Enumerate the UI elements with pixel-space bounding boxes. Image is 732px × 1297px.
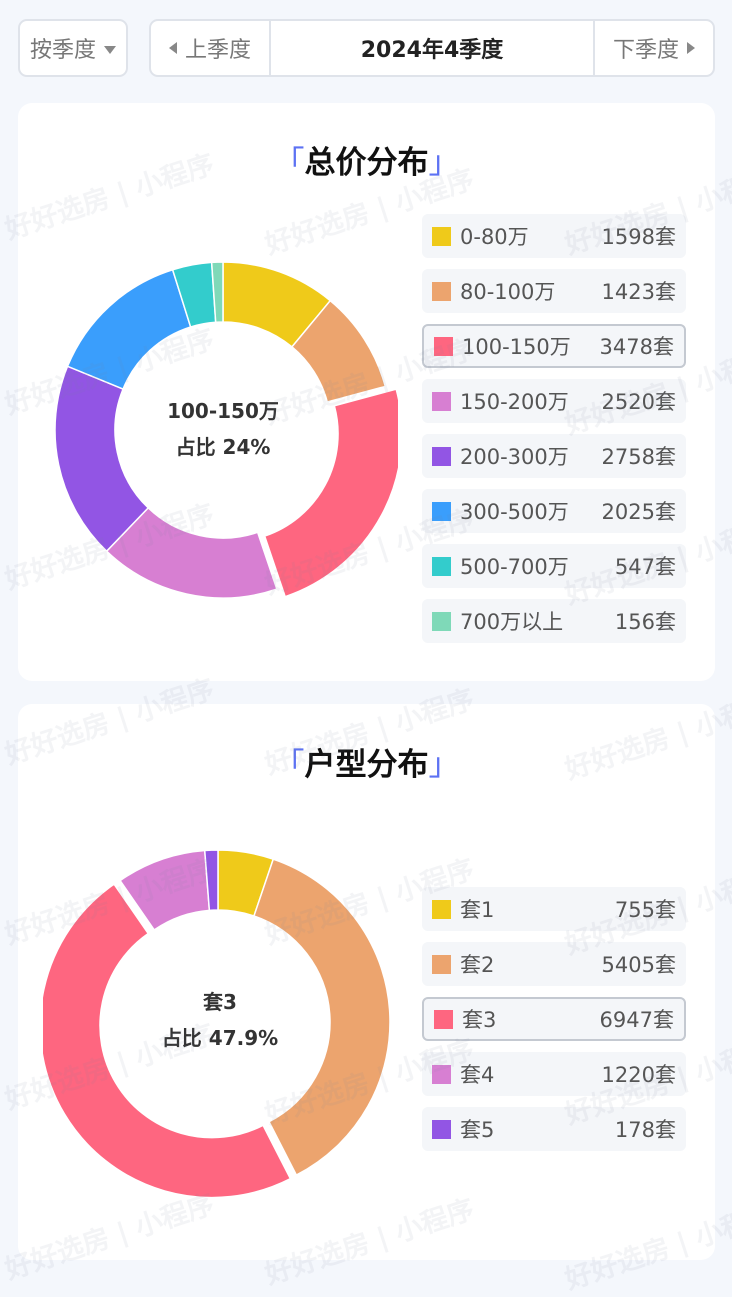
- layout-distribution-card: 「户型分布」 套3 占比 47.9% 套1 755套 套2 5405套 套3 6947套套…: [18, 704, 715, 1260]
- legend-count: 755套: [614, 898, 676, 922]
- top-filter-bar: 按季度 上季度 2024年4季度 下季度: [0, 0, 732, 90]
- price-donut-center: 100-150万 占比 24%: [138, 393, 308, 465]
- legend-item[interactable]: 套2 5405套: [422, 942, 686, 986]
- legend-swatch: [432, 556, 451, 576]
- legend-label: 150-200万: [460, 390, 569, 414]
- price-center-share: 占比 24%: [175, 435, 271, 459]
- layout-slice-2[interactable]: [43, 883, 292, 1197]
- price-donut-chart[interactable]: [48, 255, 398, 605]
- layout-legend: 套1 755套套2 5405套套3 6947套套4 1220套套5 178套: [422, 887, 686, 1162]
- price-legend: 0-80万 1598套 80-100万 1423套 100-150万 3478套 150-2…: [422, 214, 686, 654]
- next-period-button[interactable]: 下季度: [593, 21, 713, 75]
- price-center-label: 100-150万: [167, 399, 279, 423]
- current-period: 2024年4季度: [360, 38, 504, 63]
- price-slice-5[interactable]: [66, 268, 192, 391]
- legend-count: 547套: [614, 555, 676, 579]
- title-bracket-close: 」: [428, 747, 460, 783]
- legend-swatch: [432, 391, 451, 411]
- legend-swatch: [432, 446, 451, 466]
- layout-donut-chart[interactable]: [43, 847, 393, 1197]
- legend-item[interactable]: 套4 1220套: [422, 1052, 686, 1096]
- legend-item[interactable]: 200-300万 2758套: [422, 434, 686, 478]
- legend-count: 1423套: [601, 280, 676, 304]
- legend-swatch: [434, 1009, 453, 1029]
- legend-item[interactable]: 套3 6947套: [422, 997, 686, 1041]
- legend-item[interactable]: 300-500万 2025套: [422, 489, 686, 533]
- legend-swatch: [432, 954, 451, 974]
- legend-item[interactable]: 700万以上 156套: [422, 599, 686, 643]
- legend-label: 100-150万: [462, 335, 571, 359]
- legend-count: 1220套: [601, 1063, 676, 1087]
- legend-count: 156套: [614, 610, 676, 634]
- legend-label: 80-100万: [460, 280, 556, 304]
- caret-right-icon: [687, 42, 695, 54]
- legend-swatch: [432, 1119, 451, 1139]
- layout-title-text: 户型分布: [304, 747, 429, 783]
- layout-slice-4[interactable]: [203, 849, 219, 912]
- legend-count: 6947套: [599, 1008, 674, 1032]
- prev-period-button[interactable]: 上季度: [151, 21, 271, 75]
- legend-item[interactable]: 套1 755套: [422, 887, 686, 931]
- legend-count: 2520套: [601, 390, 676, 414]
- legend-swatch: [432, 1064, 451, 1084]
- legend-label: 套3: [462, 1008, 497, 1032]
- legend-label: 套5: [460, 1118, 495, 1142]
- legend-swatch: [432, 226, 451, 246]
- legend-count: 3478套: [599, 335, 674, 359]
- title-bracket-open: 「: [273, 747, 305, 783]
- layout-slice-1[interactable]: [253, 858, 391, 1177]
- legend-swatch: [432, 899, 451, 919]
- legend-count: 5405套: [601, 953, 676, 977]
- legend-label: 300-500万: [460, 500, 569, 524]
- legend-label: 200-300万: [460, 445, 569, 469]
- layout-donut-center: 套3 占比 47.9%: [135, 984, 305, 1056]
- title-bracket-open: 「: [273, 145, 305, 181]
- price-slice-7[interactable]: [210, 261, 224, 324]
- legend-label: 套2: [460, 953, 495, 977]
- legend-swatch: [432, 501, 451, 521]
- price-slice-2[interactable]: [263, 388, 398, 598]
- price-slice-4[interactable]: [54, 365, 150, 553]
- layout-center-share: 占比 47.9%: [161, 1026, 279, 1050]
- legend-count: 178套: [614, 1118, 676, 1142]
- legend-label: 套4: [460, 1063, 495, 1087]
- legend-swatch: [434, 336, 453, 356]
- period-mode-label: 按季度: [29, 38, 96, 63]
- legend-label: 0-80万: [460, 225, 529, 249]
- period-navigator: 上季度 2024年4季度 下季度: [149, 19, 715, 77]
- period-mode-dropdown[interactable]: 按季度: [18, 19, 128, 77]
- legend-count: 2758套: [601, 445, 676, 469]
- layout-section-title: 「户型分布」: [18, 739, 715, 784]
- caret-left-icon: [168, 42, 177, 54]
- legend-item[interactable]: 0-80万 1598套: [422, 214, 686, 258]
- layout-center-label: 套3: [203, 990, 237, 1014]
- legend-label: 700万以上: [460, 610, 564, 634]
- legend-count: 2025套: [601, 500, 676, 524]
- legend-swatch: [432, 281, 451, 301]
- price-title-text: 总价分布: [304, 145, 429, 181]
- legend-item[interactable]: 套5 178套: [422, 1107, 686, 1151]
- legend-item[interactable]: 500-700万 547套: [422, 544, 686, 588]
- legend-label: 套1: [460, 898, 495, 922]
- price-distribution-card: 「总价分布」 100-150万 占比 24% 0-80万 1598套 80-100万…: [18, 103, 715, 681]
- title-bracket-close: 」: [428, 145, 460, 181]
- prev-period-label: 上季度: [184, 38, 251, 63]
- next-period-label: 下季度: [612, 38, 679, 63]
- price-slice-1[interactable]: [290, 299, 387, 403]
- legend-item[interactable]: 80-100万 1423套: [422, 269, 686, 313]
- legend-label: 500-700万: [460, 555, 569, 579]
- legend-item[interactable]: 150-200万 2520套: [422, 379, 686, 423]
- legend-swatch: [432, 611, 451, 631]
- legend-count: 1598套: [601, 225, 676, 249]
- legend-item[interactable]: 100-150万 3478套: [422, 324, 686, 368]
- caret-down-icon: [104, 45, 116, 54]
- price-section-title: 「总价分布」: [18, 137, 715, 182]
